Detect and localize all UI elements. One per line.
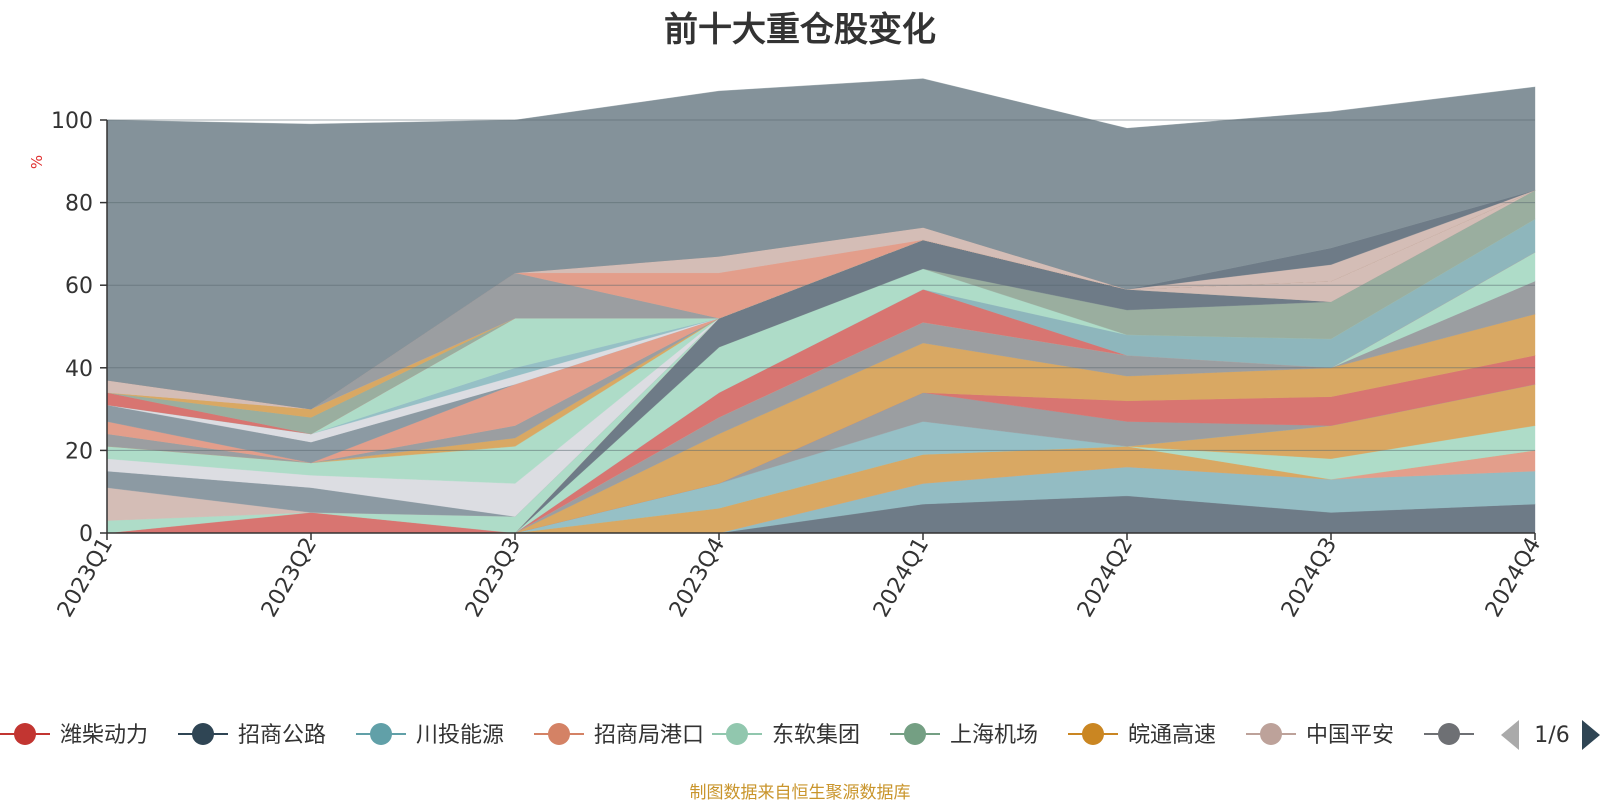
x-tick-label: 2023Q3 bbox=[461, 534, 526, 622]
legend-label: 皖通高速 bbox=[1128, 723, 1216, 748]
legend-item-1[interactable]: 招商公路 bbox=[178, 723, 326, 748]
legend-label: 川投能源 bbox=[416, 723, 504, 748]
y-tick-label: 60 bbox=[65, 274, 93, 299]
legend-marker bbox=[370, 723, 392, 745]
legend-marker bbox=[548, 723, 570, 745]
legend-marker bbox=[1082, 723, 1104, 745]
legend-label: 潍柴动力 bbox=[60, 723, 148, 748]
legend-marker bbox=[726, 723, 748, 745]
legend-item-0[interactable]: 潍柴动力 bbox=[0, 723, 148, 748]
legend-marker bbox=[1438, 723, 1460, 745]
legend-item-2[interactable]: 川投能源 bbox=[356, 723, 504, 748]
legend-page-indicator: 1/6 bbox=[1534, 723, 1569, 748]
x-tick-label: 2024Q1 bbox=[869, 534, 934, 622]
y-tick-label: 100 bbox=[51, 109, 93, 134]
y-tick-label: 20 bbox=[65, 439, 93, 464]
legend-item-7[interactable]: 中国平安 bbox=[1246, 723, 1394, 748]
legend-label: 东软集团 bbox=[772, 723, 860, 748]
area-layer bbox=[106, 78, 1536, 534]
legend-label: 招商局港口 bbox=[594, 723, 704, 748]
legend-item-8[interactable] bbox=[1424, 723, 1474, 745]
y-tick-label: 80 bbox=[65, 192, 93, 217]
legend-item-5[interactable]: 上海机场 bbox=[890, 723, 1038, 748]
x-tick-label: 2023Q4 bbox=[665, 534, 730, 622]
legend-label: 中国平安 bbox=[1306, 723, 1394, 748]
legend-marker bbox=[904, 723, 926, 745]
x-tick-label: 2024Q2 bbox=[1073, 534, 1138, 622]
legend-label: 上海机场 bbox=[950, 723, 1038, 748]
legend: 潍柴动力 招商公路 川投能源 招商局港口 东软集团 上海机场 皖通高速 中国平安 1/6 bbox=[0, 720, 1600, 750]
chart-title: 前十大重仓股变化 bbox=[664, 10, 936, 50]
area-series-39 bbox=[106, 78, 1536, 410]
x-tick-label: 2024Q4 bbox=[1481, 534, 1546, 622]
data-source-note: 制图数据来自恒生聚源数据库 bbox=[689, 783, 911, 803]
legend-item-3[interactable]: 招商局港口 bbox=[534, 723, 704, 748]
y-tick-label: 0 bbox=[79, 522, 93, 547]
legend-item-6[interactable]: 皖通高速 bbox=[1068, 723, 1216, 748]
legend-marker bbox=[192, 723, 214, 745]
y-axis-label: % bbox=[28, 155, 46, 169]
x-tick-label: 2023Q2 bbox=[257, 534, 322, 622]
legend-item-4[interactable]: 东软集团 bbox=[712, 723, 860, 748]
legend-prev-page-icon[interactable] bbox=[1501, 720, 1519, 750]
y-tick-label: 40 bbox=[65, 357, 93, 382]
legend-next-page-icon[interactable] bbox=[1582, 720, 1600, 750]
x-tick-label: 2024Q3 bbox=[1277, 534, 1342, 622]
grid-lines bbox=[107, 119, 1535, 451]
legend-marker bbox=[14, 723, 36, 745]
legend-marker bbox=[1260, 723, 1282, 745]
legend-label: 招商公路 bbox=[238, 723, 326, 748]
